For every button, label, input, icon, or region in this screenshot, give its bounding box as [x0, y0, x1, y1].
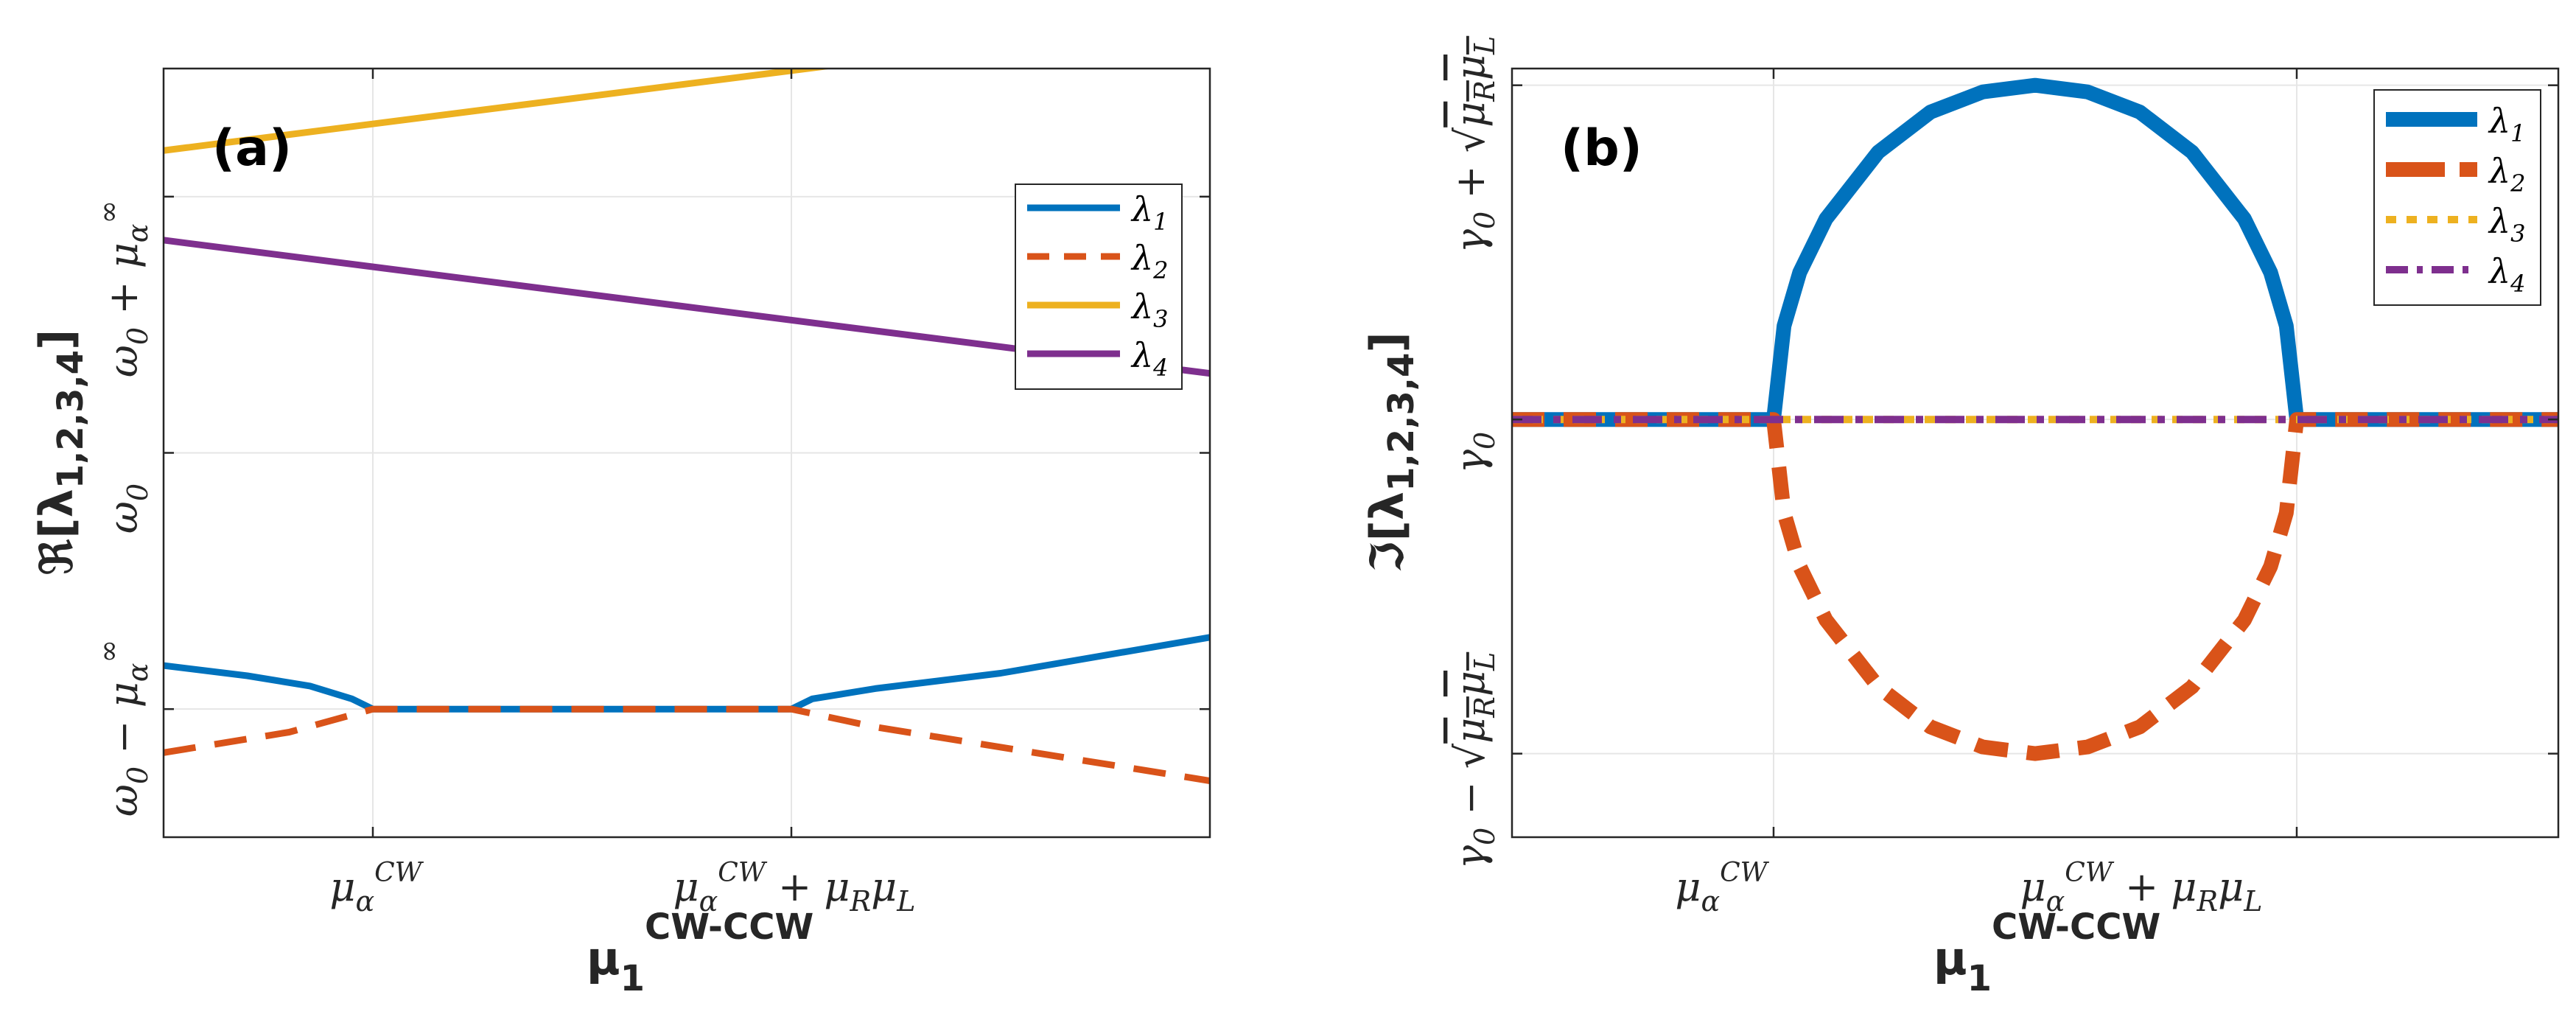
- panel-a-legend: λ1 λ2 λ3 λ4: [1015, 184, 1183, 390]
- panel-b-axes-box: [1511, 67, 2560, 839]
- panel-b-tick-marks: [1512, 69, 2558, 837]
- panel-b-legend-label-2: λ3: [2488, 201, 2526, 248]
- panel-b: (b) μαCW μαCW + μRμL γ0 − √μRμL γ0 γ0 + …: [1360, 36, 2560, 999]
- panel-b-lines: [1512, 77, 2558, 761]
- panel-a-xlabel: μ1CW-CCW: [587, 906, 813, 999]
- panel-a-legend-label-1: λ2: [1130, 238, 1169, 284]
- panel-b-series-line-2: [1512, 412, 2558, 761]
- panel-a-series-line-3: [164, 69, 834, 154]
- panel-b-series-line-1: [1512, 77, 2558, 427]
- panel-a: (a) μαCW μαCW + μRμL ω0 − μα∞ ω0 ω0 + μα…: [29, 67, 1211, 999]
- panel-a-legend-label-0: λ1: [1130, 189, 1169, 236]
- panel-b-label: (b): [1561, 119, 1642, 178]
- panel-a-tick-marks: [164, 69, 1210, 837]
- panel-a-label: (a): [212, 119, 292, 178]
- panel-a-series-line-2: [164, 705, 1210, 784]
- panel-b-ytick-label-1: γ0: [1447, 432, 1501, 473]
- panel-b-ylabel: ℑ[λ1,2,3,4]: [1360, 332, 1422, 573]
- panel-b-xlabel: μ1CW-CCW: [1933, 906, 2160, 999]
- panel-b-legend-samples: [2386, 112, 2477, 273]
- panel-b-legend: λ1 λ2 λ3 λ4: [2373, 89, 2541, 306]
- panel-a-legend-samples: [1027, 204, 1120, 357]
- panel-a-ylabel: ℜ[λ1,2,3,4]: [29, 329, 91, 576]
- panel-b-legend-label-3: λ4: [2488, 251, 2526, 298]
- panel-a-xtick-label-1: μαCW + μRμL: [673, 858, 916, 918]
